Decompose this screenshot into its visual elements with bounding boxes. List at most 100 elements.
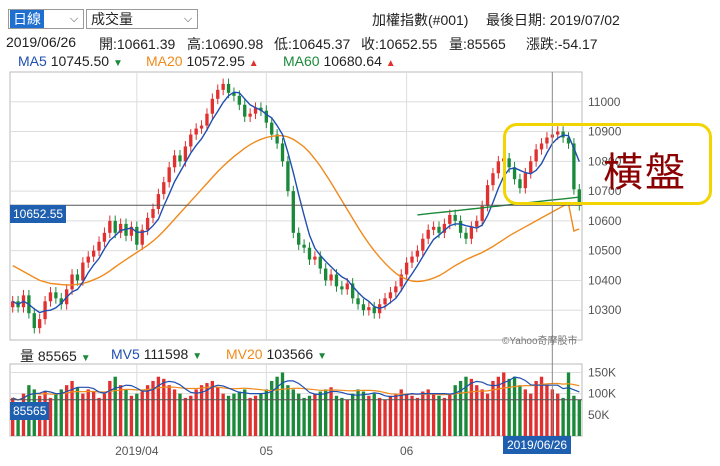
ma60-label: MA60 <box>283 53 320 69</box>
candle-body <box>216 89 220 99</box>
vol-direction: ▼ <box>80 353 91 364</box>
candle-body <box>59 298 63 305</box>
ma5-value: 10745.50 <box>50 53 110 69</box>
indicator-select-value: 成交量 <box>91 11 133 27</box>
volume-bar <box>264 389 268 436</box>
price-tick-label: 10900 <box>588 125 622 139</box>
price-tick-label: 10500 <box>588 244 622 258</box>
candle-body <box>426 229 430 239</box>
volume-bar <box>334 395 339 436</box>
candle-body <box>102 232 107 242</box>
candle-body <box>108 220 112 233</box>
candle-body <box>372 307 376 314</box>
candle-body <box>221 83 225 90</box>
mv20-value: 103566 <box>266 346 314 362</box>
chevron-down-icon[interactable]: ⌵ <box>69 13 79 25</box>
indicator-select[interactable]: 成交量 ⌵ <box>86 9 198 29</box>
candle-body <box>507 158 511 168</box>
volume-bar <box>280 372 285 436</box>
candle-body <box>167 167 171 183</box>
volume-bar <box>496 376 501 436</box>
candle-body <box>259 107 263 111</box>
annotation-text: 橫盤 <box>603 150 687 196</box>
price-tick-label: 11000 <box>588 95 621 109</box>
annotation-box <box>503 123 712 205</box>
candle-body <box>97 241 101 251</box>
chevron-down-icon[interactable]: ⌵ <box>183 13 193 25</box>
ma20-direction: ▲ <box>248 58 259 69</box>
ma20-label: MA20 <box>146 53 183 69</box>
candle-body <box>324 268 328 281</box>
volume-bar <box>453 385 457 436</box>
volume-bar <box>226 395 231 436</box>
volume-bar <box>523 389 528 436</box>
ohlc-low: 低:10645.37 <box>274 36 351 52</box>
mv20-direction: ▼ <box>317 351 327 362</box>
candle-body <box>178 155 182 162</box>
volume-bar <box>178 393 182 436</box>
current-volume-label: 85565 <box>10 402 50 420</box>
volume-bar <box>507 378 511 436</box>
volume-bar <box>437 395 441 436</box>
candle-body <box>388 292 393 299</box>
candle-body <box>485 185 490 206</box>
price-tick-label: 10400 <box>588 273 622 287</box>
ohlc-open: 開:10661.39 <box>99 36 176 52</box>
volume-bar <box>48 397 53 436</box>
ma5-line <box>12 91 580 314</box>
candle-body <box>172 155 177 168</box>
mv5-direction: ▼ <box>192 351 203 362</box>
candle-body <box>410 256 414 263</box>
volume-bar <box>270 380 274 436</box>
volume-bar <box>394 393 398 436</box>
candle-body <box>286 161 290 192</box>
volume-tick-label: 100K <box>588 387 616 401</box>
candle-body <box>421 238 425 251</box>
ohlc-date: 2019/06/26 <box>6 34 77 50</box>
price-tick-label: 10800 <box>588 154 622 168</box>
volume-bar <box>183 397 188 436</box>
vol-label: 量 <box>20 348 34 364</box>
candle-body <box>48 292 53 302</box>
volume-bar <box>189 395 193 436</box>
volume-bar <box>253 395 258 436</box>
candle-body <box>70 274 74 290</box>
candle-body <box>91 250 96 257</box>
volume-bar <box>140 391 144 436</box>
candle-body <box>367 307 371 311</box>
volume-bar <box>135 393 139 436</box>
candle-body <box>11 301 15 308</box>
volume-bar <box>345 400 349 436</box>
volume-bar <box>248 397 252 436</box>
volume-bar <box>361 391 366 436</box>
ohlc-high: 高:10690.98 <box>187 36 264 52</box>
volume-bar <box>458 380 463 436</box>
x-tick-label: 2019/04 <box>115 444 159 458</box>
volume-bar <box>221 393 225 436</box>
ma60-value: 10680.64 <box>323 53 382 69</box>
volume-bar <box>313 393 317 436</box>
candle-body <box>205 113 209 126</box>
candle-body <box>75 274 80 281</box>
volume-bar <box>97 397 101 436</box>
candle-body <box>350 283 355 299</box>
volume-bar <box>512 376 517 436</box>
candle-body <box>313 256 317 260</box>
candle-body <box>545 137 549 144</box>
candle-body <box>415 250 420 257</box>
candle-body <box>464 232 468 239</box>
volume-bar <box>404 393 409 436</box>
volume-bar <box>469 378 474 436</box>
volume-bar <box>243 389 247 436</box>
volume-bar <box>75 387 80 436</box>
volume-bar <box>275 376 279 436</box>
volume-bar <box>302 397 306 436</box>
volume-bar <box>199 385 204 436</box>
candle-body <box>275 134 279 144</box>
period-select[interactable]: 日線 ⌵ <box>8 9 84 29</box>
candle-body <box>534 149 538 162</box>
last-date-label: 最後日期: 2019/07/02 <box>486 12 620 28</box>
mv5-value: 111598 <box>143 346 189 362</box>
candle-body <box>291 191 295 233</box>
